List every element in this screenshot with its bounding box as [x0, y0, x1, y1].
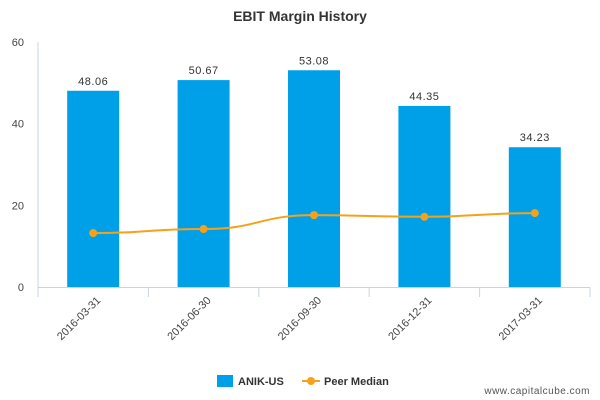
legend-swatch-bar [217, 375, 233, 387]
y-tick-label: 20 [12, 200, 24, 212]
legend-label-line: Peer Median [324, 376, 389, 388]
legend: ANIK-US Peer Median [217, 375, 389, 388]
bar-value-label: 53.08 [299, 55, 329, 67]
bar [508, 147, 561, 287]
bar-value-label: 44.35 [409, 91, 439, 103]
peer-median-point [89, 229, 98, 238]
bar-value-label: 34.23 [520, 132, 550, 144]
line-series [89, 209, 539, 238]
y-tick-label: 40 [12, 119, 24, 131]
x-tick-label: 2016-12-31 [386, 295, 434, 343]
peer-median-point [420, 212, 429, 221]
bar [177, 80, 230, 287]
bar [67, 90, 120, 287]
x-axis: 2016-03-31 2016-06-30 2016-09-30 2016-12-31… [37, 287, 591, 343]
peer-median-point [199, 225, 208, 234]
watermark: www.capitalcube.com [483, 386, 590, 397]
y-tick-label: 60 [12, 37, 24, 49]
bar-value-label: 48.06 [78, 76, 108, 88]
bar-value-label: 50.67 [189, 65, 219, 77]
chart-title: EBIT Margin History [233, 8, 367, 24]
y-axis: 0 20 40 60 [12, 37, 39, 294]
x-tick-label: 2016-03-31 [55, 295, 103, 343]
legend-label-bar: ANIK-US [238, 376, 284, 388]
x-tick-label: 2017-03-31 [497, 295, 545, 343]
x-tick-label: 2016-06-30 [165, 295, 213, 343]
x-tick-label: 2016-09-30 [276, 295, 324, 343]
y-tick-label: 0 [18, 282, 24, 294]
legend-swatch-marker [307, 377, 315, 385]
bar [398, 105, 451, 287]
peer-median-point [310, 211, 318, 220]
bar [288, 70, 340, 287]
peer-median-point [530, 209, 539, 218]
bar-series: 48.06 50.67 53.08 44.35 34.23 [67, 55, 561, 287]
